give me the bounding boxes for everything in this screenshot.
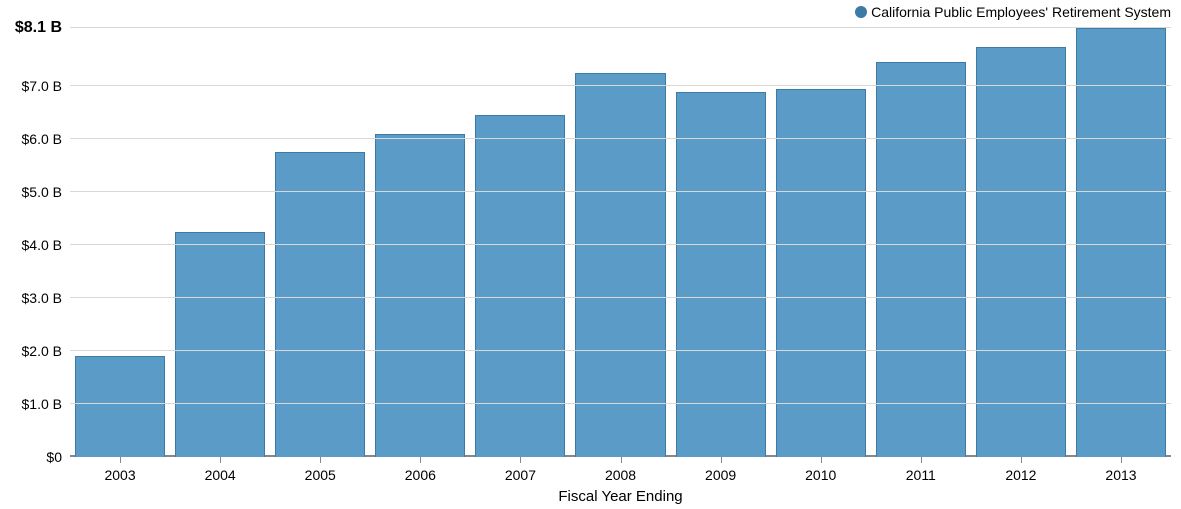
- gridline: [70, 27, 1171, 28]
- legend-swatch: [855, 6, 867, 18]
- gridline: [70, 297, 1171, 298]
- gridline: [70, 403, 1171, 404]
- bar: [976, 47, 1066, 457]
- x-tick-label: 2012: [1005, 467, 1036, 483]
- x-tick: [921, 457, 922, 463]
- x-tick-label: 2004: [205, 467, 236, 483]
- x-tick: [821, 457, 822, 463]
- x-tick: [1121, 457, 1122, 463]
- bar-slot: 2004: [170, 28, 270, 457]
- bar: [375, 134, 465, 457]
- bar-slot: 2007: [470, 28, 570, 457]
- bar: [876, 62, 966, 457]
- x-tick: [320, 457, 321, 463]
- x-axis-title: Fiscal Year Ending: [70, 488, 1171, 505]
- x-tick: [120, 457, 121, 463]
- gridline: [70, 244, 1171, 245]
- legend-label: California Public Employees' Retirement …: [871, 4, 1171, 20]
- y-tick-label: $1.0 B: [22, 396, 70, 412]
- bar-slot: 2003: [70, 28, 170, 457]
- x-tick-label: 2011: [906, 467, 936, 483]
- bar-slot: 2010: [771, 28, 871, 457]
- x-tick-label: 2013: [1105, 467, 1136, 483]
- bar: [75, 356, 165, 457]
- x-tick-label: 2007: [505, 467, 536, 483]
- x-tick-label: 2006: [405, 467, 436, 483]
- gridline: [70, 191, 1171, 192]
- x-tick-label: 2008: [605, 467, 636, 483]
- y-tick-label: $4.0 B: [22, 237, 70, 253]
- y-tick-label: $2.0 B: [22, 343, 70, 359]
- bar-slot: 2006: [370, 28, 470, 457]
- bar-slot: 2011: [871, 28, 971, 457]
- y-tick-label: $5.0 B: [22, 184, 70, 200]
- x-tick-label: 2010: [805, 467, 836, 483]
- bar-slot: 2008: [570, 28, 670, 457]
- x-tick: [621, 457, 622, 463]
- bar: [175, 232, 265, 457]
- x-tick: [420, 457, 421, 463]
- plot-area: 2003200420052006200720082009201020112012…: [70, 28, 1171, 457]
- y-tick-label: $8.1 B: [15, 19, 70, 37]
- y-tick-label: $0: [46, 449, 70, 465]
- y-tick-label: $6.0 B: [22, 131, 70, 147]
- bar-slot: 2005: [270, 28, 370, 457]
- bar-slot: 2012: [971, 28, 1071, 457]
- x-tick-label: 2005: [305, 467, 336, 483]
- legend: California Public Employees' Retirement …: [855, 4, 1171, 20]
- gridline: [70, 138, 1171, 139]
- bar-slot: 2013: [1071, 28, 1171, 457]
- x-tick: [220, 457, 221, 463]
- x-tick-label: 2003: [104, 467, 135, 483]
- x-tick: [520, 457, 521, 463]
- bars-group: 2003200420052006200720082009201020112012…: [70, 28, 1171, 457]
- bar: [776, 89, 866, 457]
- gridline: [70, 85, 1171, 86]
- bar: [275, 152, 365, 457]
- y-tick-label: $3.0 B: [22, 290, 70, 306]
- x-tick-label: 2009: [705, 467, 736, 483]
- bar-slot: 2009: [671, 28, 771, 457]
- bar: [475, 115, 565, 457]
- bar-chart: California Public Employees' Retirement …: [0, 0, 1181, 509]
- x-tick: [1021, 457, 1022, 463]
- gridline: [70, 350, 1171, 351]
- bar: [575, 73, 665, 457]
- x-tick: [721, 457, 722, 463]
- bar: [1076, 28, 1166, 457]
- y-tick-label: $7.0 B: [22, 78, 70, 94]
